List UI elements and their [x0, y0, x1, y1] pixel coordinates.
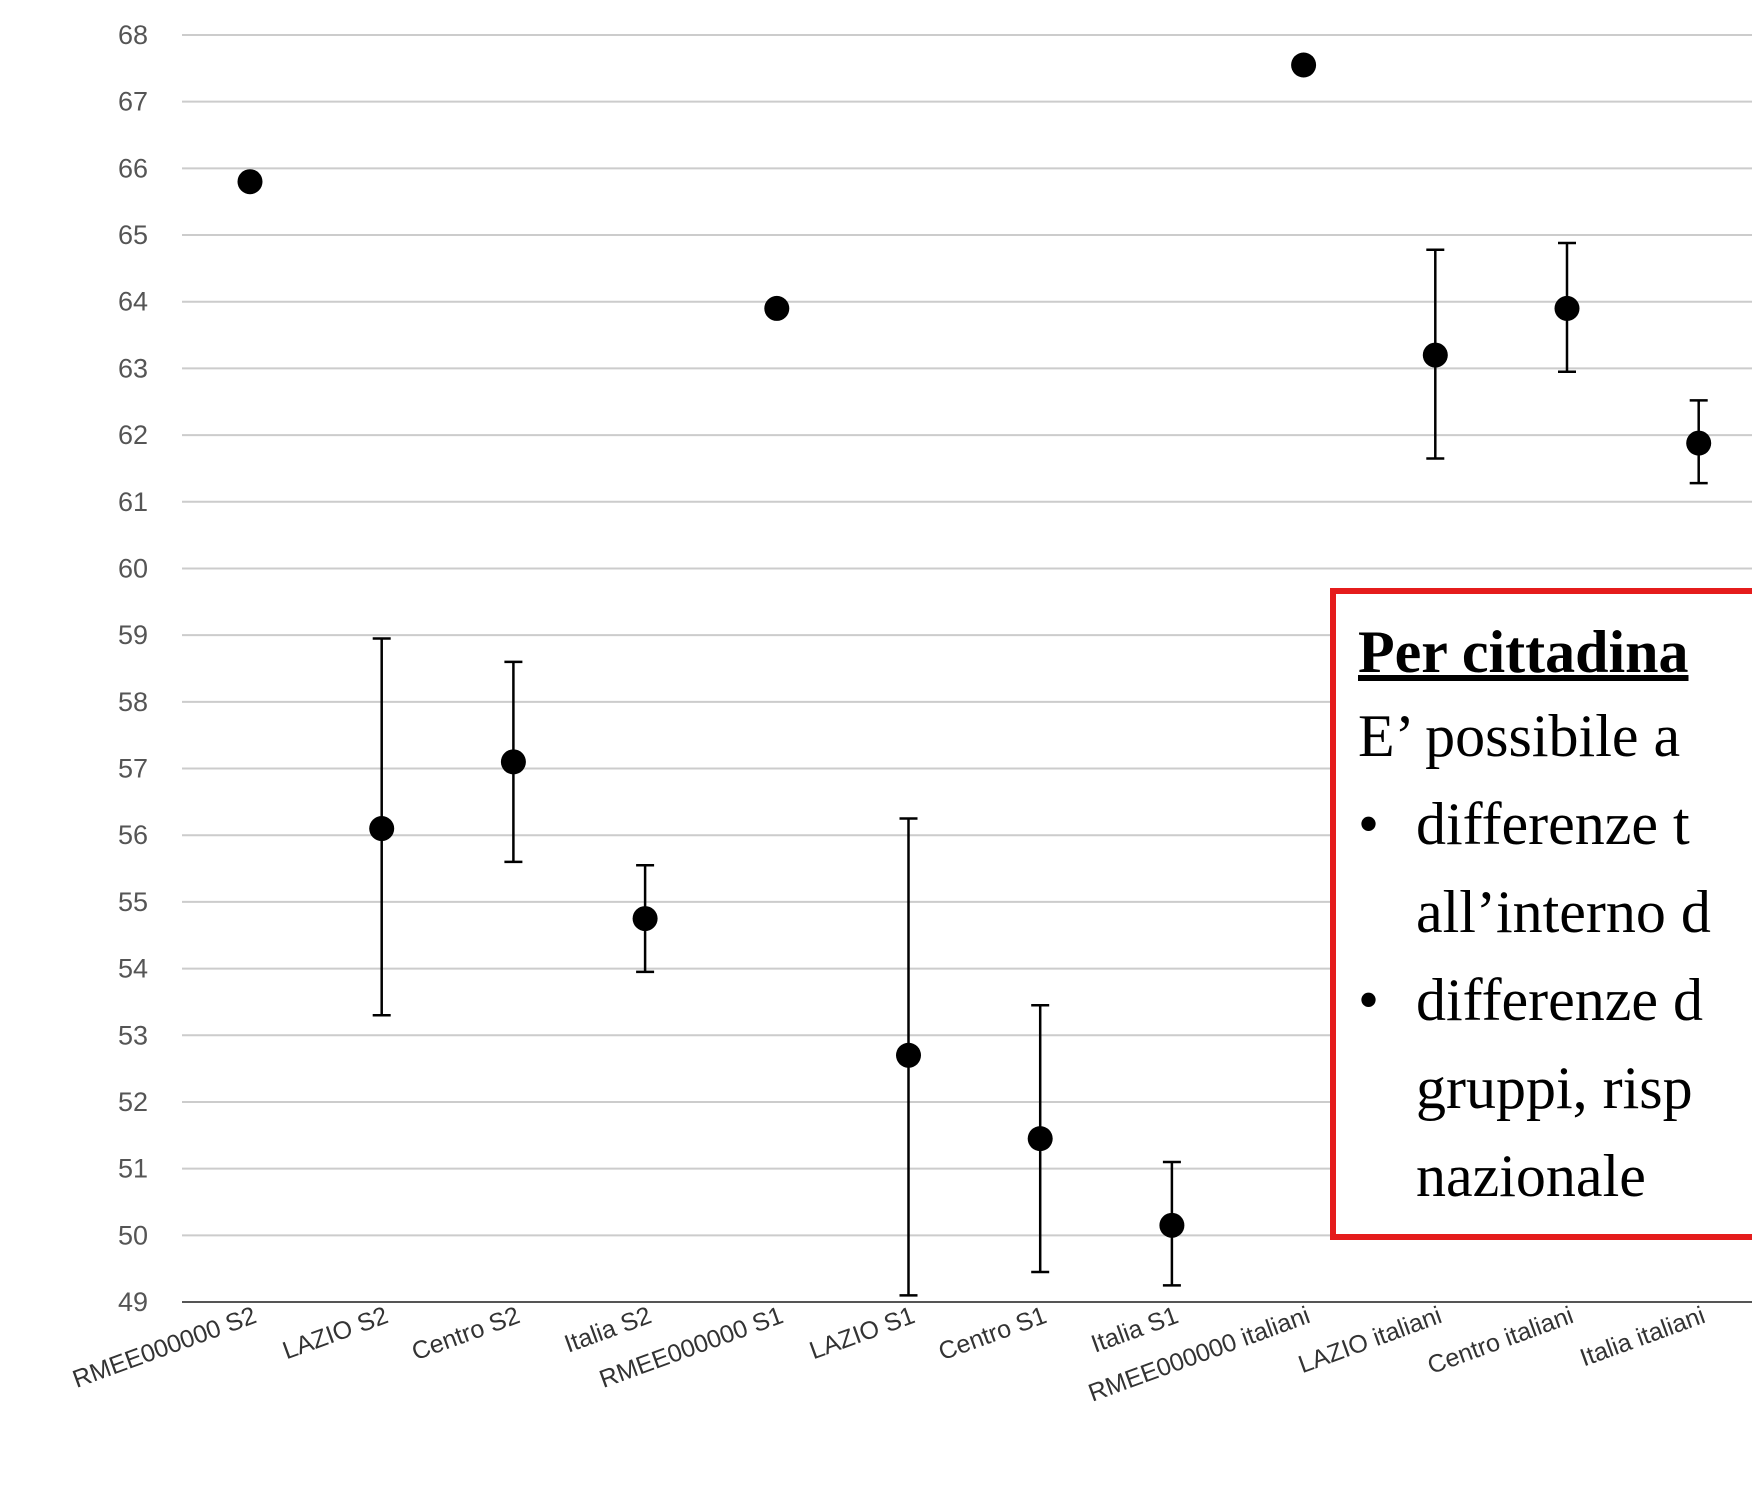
data-point: [1291, 52, 1317, 78]
data-point: [237, 169, 263, 195]
annotation-intro: E’ possibile a: [1358, 703, 1681, 769]
bullet-1-line-1: differenze t: [1416, 791, 1690, 857]
y-tick-label: 62: [118, 420, 148, 450]
y-tick-label: 59: [118, 620, 148, 650]
y-tick-label: 54: [118, 954, 148, 984]
annotation-bullet-1: • differenze t: [1358, 790, 1690, 859]
y-tick-label: 60: [118, 553, 148, 583]
y-tick-label: 66: [118, 153, 148, 183]
data-point: [369, 816, 395, 842]
x-tick-label: LAZIO italiani: [1295, 1301, 1446, 1379]
data-point: [632, 906, 658, 932]
y-tick-label: 55: [118, 887, 148, 917]
annotation-bullet-2: • differenze d: [1358, 966, 1703, 1035]
data-point: [1554, 295, 1580, 321]
x-tick-label: LAZIO S1: [806, 1301, 919, 1365]
x-axis-labels: RMEE000000 S2 LAZIO S2 Centro S2 Italia S2R…: [69, 1301, 1709, 1407]
y-tick-label: 52: [118, 1087, 148, 1117]
x-tick-label: Centro italiani: [1424, 1301, 1577, 1380]
annotation-box: Per cittadina E’ possibile a • differenze…: [1330, 588, 1752, 1240]
bullet-2-line-1: differenze d: [1416, 967, 1704, 1033]
gridlines: [182, 34, 1752, 1303]
y-tick-label: 61: [118, 487, 148, 517]
data-point: [764, 295, 790, 321]
data-points: [237, 52, 1712, 1238]
y-tick-label: 56: [118, 820, 148, 850]
y-tick-label: 65: [118, 220, 148, 250]
data-point: [500, 749, 526, 775]
x-tick-label: RMEE000000 italiani: [1085, 1301, 1314, 1407]
x-tick-label: Italia italiani: [1576, 1301, 1708, 1372]
data-point: [1686, 430, 1712, 456]
x-tick-label: Centro S1: [935, 1301, 1050, 1366]
data-point: [1422, 342, 1448, 368]
annotation-title: Per cittadina: [1358, 619, 1689, 685]
y-tick-label: 49: [118, 1287, 148, 1317]
x-tick-label: RMEE000000 S2: [69, 1301, 260, 1393]
y-tick-label: 57: [118, 754, 148, 784]
bullet-icon: •: [1358, 791, 1380, 857]
x-tick-label: LAZIO S2: [279, 1301, 392, 1365]
data-point: [896, 1042, 921, 1068]
y-tick-label: 68: [118, 20, 148, 50]
bullet-2-line-3: nazionale: [1416, 1143, 1646, 1209]
y-tick-label: 64: [118, 287, 148, 317]
y-tick-label: 53: [118, 1020, 148, 1050]
data-point: [1027, 1126, 1053, 1152]
bullet-2-line-2: gruppi, risp: [1416, 1055, 1693, 1121]
x-tick-label: Centro S2: [408, 1301, 523, 1366]
y-tick-label: 51: [118, 1154, 148, 1184]
y-tick-label: 67: [118, 87, 148, 117]
y-axis-ticks: 49 50 51 52 53 54 55 56 57 58 59 60 61 62 63 64 65 66 67 68: [118, 20, 148, 1317]
y-tick-label: 58: [118, 687, 148, 717]
y-tick-label: 63: [118, 353, 148, 383]
bullet-icon: •: [1358, 967, 1380, 1033]
data-point: [1159, 1212, 1185, 1238]
bullet-1-line-2: all’interno d: [1416, 879, 1711, 945]
y-tick-label: 50: [118, 1220, 148, 1250]
